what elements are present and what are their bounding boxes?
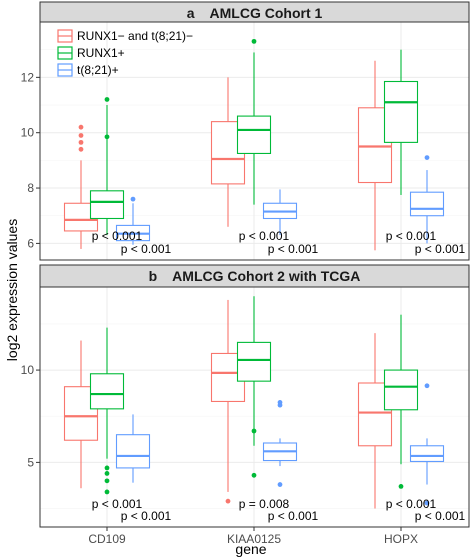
box-iqr [115,434,151,469]
box-iqr [89,373,125,410]
outlier-point [78,146,84,152]
p-value-label: p = 0.008 [239,497,290,511]
p-value-label: p < 0.001 [268,509,319,523]
p-value-label: p < 0.001 [92,497,143,511]
outlier-point [277,482,283,487]
legend-label: RUNX1− and t(8;21)− [77,29,193,43]
legend-label: t(8;21)+ [77,63,119,77]
outlier-point [398,483,404,489]
outlier-point [424,155,430,161]
p-value-label: p < 0.001 [386,229,437,243]
box-iqr [236,115,272,155]
outlier-point [78,124,84,130]
box-iqr [409,445,445,463]
outlier-point [251,472,257,478]
panel-title: a AMLCG Cohort 1 [187,5,323,21]
legend-entry: t(8;21)+ [57,63,119,77]
outlier-point [104,471,110,476]
x-tick-label: KIAA0125 [227,532,281,546]
box-iqr [89,190,125,220]
p-value-label: p < 0.001 [386,497,437,511]
x-tick-label: HOPX [384,532,418,546]
box-iqr [383,80,419,143]
p-value-label: p < 0.001 [121,509,172,523]
y-tick-label: 10 [21,363,35,377]
panel-title: b AMLCG Cohort 2 with TCGA [149,268,361,284]
y-tick-label: 5 [27,455,34,469]
legend-entry: RUNX1+ [57,46,125,60]
outlier-point [104,489,110,495]
outlier-point [104,134,110,140]
x-tick-label: CD109 [88,532,126,546]
y-tick-label: 8 [27,181,34,195]
outlier-point [78,139,84,145]
p-value-label: p < 0.001 [268,242,319,256]
outlier-point [251,428,257,434]
y-tick-label: 10 [21,126,35,140]
x-axis-title: gene [235,541,266,557]
panel-border [39,21,470,261]
outlier-point [104,478,110,484]
outlier-point [130,196,136,202]
outlier-point [277,399,283,405]
box-iqr [383,369,419,411]
legend-entry: RUNX1− and t(8;21)− [57,29,193,43]
box-iqr [236,341,272,382]
y-tick-label: 12 [21,70,35,84]
box-iqr [409,191,445,217]
legend-label: RUNX1+ [77,46,125,60]
outlier-point [424,500,430,506]
y-tick-label: 6 [27,236,34,250]
p-value-label: p < 0.001 [92,229,143,243]
p-value-label: p < 0.001 [415,509,466,523]
outlier-point [78,133,84,138]
outlier-point [251,38,257,44]
outlier-point [225,498,231,504]
p-value-label: p < 0.001 [239,229,290,243]
outlier-point [104,97,110,102]
y-axis-title: log2 expression values [4,219,20,361]
p-value-label: p < 0.001 [121,242,172,256]
p-value-label: p < 0.001 [415,242,466,256]
outlier-point [424,383,430,389]
outlier-point [104,465,110,471]
